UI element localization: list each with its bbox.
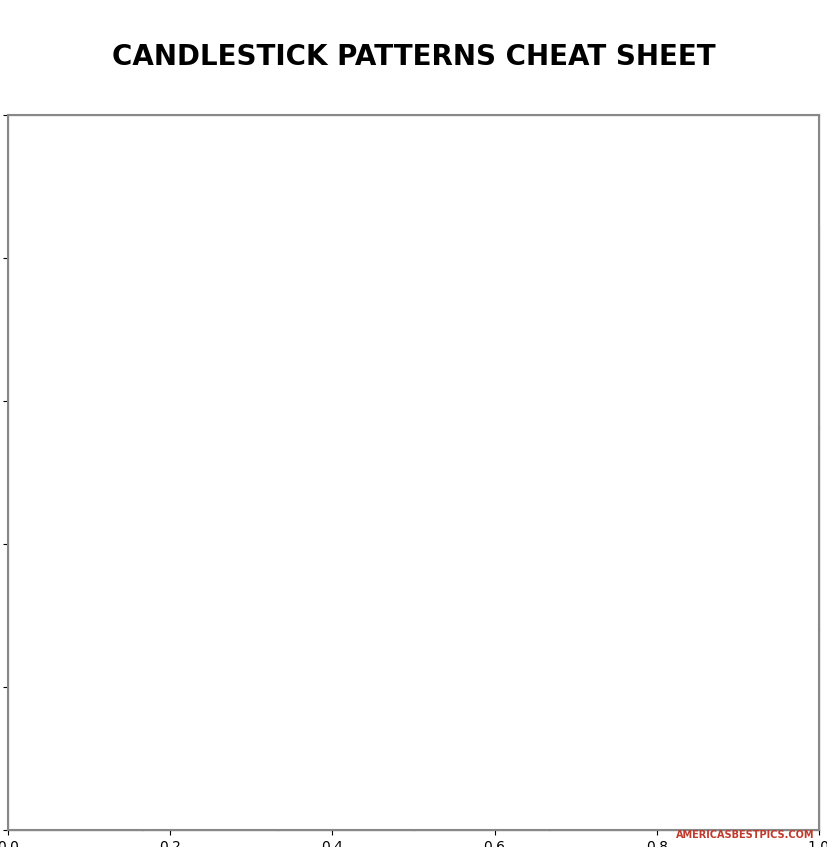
Bar: [73, 739, 84, 761]
Bar: [751, 324, 765, 358]
Bar: [710, 265, 724, 304]
Text: Inverted Hammer: Inverted Hammer: [177, 231, 245, 241]
Bar: [234, 733, 247, 761]
Bar: [705, 649, 722, 714]
Bar: [622, 471, 640, 551]
Bar: [48, 493, 63, 536]
Bar: [500, 680, 521, 761]
Text: Hammer: Hammer: [60, 231, 93, 241]
Text: BEARISH: BEARISH: [572, 137, 660, 155]
Bar: [215, 482, 234, 562]
Text: Bearish Three Line Strike: Bearish Three Line Strike: [703, 231, 799, 241]
Text: Falling Three Methods: Falling Three Methods: [709, 433, 793, 441]
Bar: [705, 454, 722, 529]
Bar: [375, 647, 393, 722]
Text: Bullish Three Line Strike: Bullish Three Line Strike: [299, 231, 392, 241]
Bar: [346, 280, 360, 324]
Bar: [762, 495, 773, 519]
Bar: [202, 317, 220, 355]
Bar: [455, 479, 470, 529]
Bar: [323, 697, 336, 722]
Bar: [730, 291, 745, 330]
Text: REVERSAL: REVERSAL: [108, 195, 179, 208]
Bar: [67, 289, 84, 327]
Bar: [299, 649, 317, 714]
Text: Advance Block: Advance Block: [588, 634, 644, 643]
Bar: [577, 689, 595, 745]
Bar: [325, 312, 340, 349]
Bar: [780, 699, 798, 772]
Bar: [183, 482, 202, 562]
Bar: [762, 720, 773, 745]
Bar: [745, 504, 758, 529]
Bar: [374, 462, 391, 536]
Text: CONTINUATION: CONTINUATION: [293, 195, 399, 208]
Bar: [205, 684, 222, 737]
Text: Rising Three Methods: Rising Three Methods: [304, 433, 388, 441]
Bar: [729, 513, 741, 538]
Text: Bearish Mat Hold: Bearish Mat Hold: [719, 634, 784, 643]
Bar: [76, 469, 97, 559]
Bar: [441, 649, 461, 729]
Bar: [36, 641, 56, 722]
Bar: [729, 699, 741, 723]
Text: Shooting Star: Shooting Star: [590, 231, 643, 241]
Bar: [174, 639, 194, 714]
Bar: [299, 477, 317, 551]
Text: Evening Star: Evening Star: [457, 634, 505, 643]
Text: CANDLESTICK PATTERNS CHEAT SHEET: CANDLESTICK PATTERNS CHEAT SHEET: [112, 42, 715, 70]
Bar: [340, 497, 352, 522]
Text: AMERICASBESTPICS.COM: AMERICASBESTPICS.COM: [676, 830, 815, 840]
Bar: [637, 692, 649, 723]
Bar: [368, 270, 383, 381]
Bar: [356, 723, 368, 748]
Text: Tweezer Bottom: Tweezer Bottom: [180, 433, 241, 441]
Bar: [482, 459, 504, 559]
Bar: [745, 708, 758, 733]
Text: BULLISH: BULLISH: [168, 137, 254, 155]
Bar: [356, 510, 368, 534]
Text: Bullish Engulfing: Bullish Engulfing: [44, 433, 108, 441]
Bar: [779, 501, 796, 575]
Bar: [773, 265, 788, 377]
Text: Tweezer Top: Tweezer Top: [593, 433, 639, 441]
Bar: [323, 488, 336, 513]
Bar: [609, 312, 624, 343]
Bar: [609, 692, 624, 736]
Bar: [589, 471, 608, 551]
Bar: [472, 273, 490, 312]
Text: Hanging Man: Hanging Man: [456, 231, 506, 241]
Bar: [478, 677, 490, 699]
Bar: [95, 649, 116, 729]
Text: Three Stars in the South: Three Stars in the South: [165, 634, 257, 643]
Text: Bullish Mat Hold: Bullish Mat Hold: [315, 634, 377, 643]
Text: REVERSAL: REVERSAL: [513, 195, 585, 208]
Bar: [340, 708, 352, 733]
Text: Bearish Engulfing: Bearish Engulfing: [447, 433, 515, 441]
Text: Morning Star: Morning Star: [51, 634, 101, 643]
Bar: [305, 340, 319, 370]
Text: CONTINUATION: CONTINUATION: [698, 195, 804, 208]
